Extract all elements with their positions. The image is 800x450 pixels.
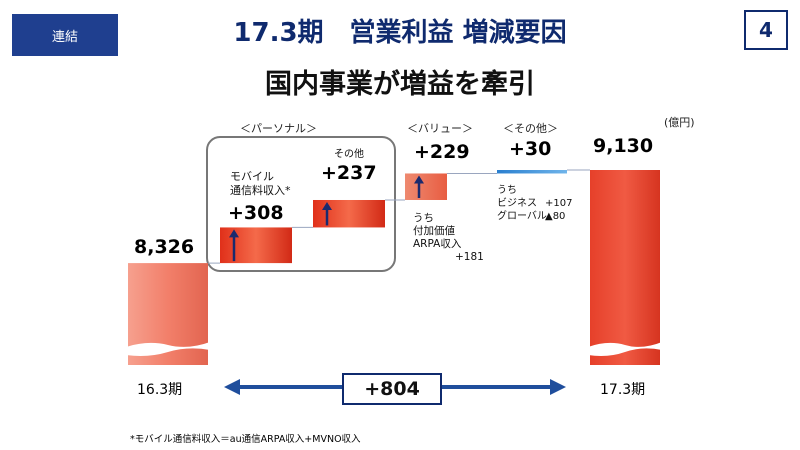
end-value-label: 9,130 <box>593 135 654 157</box>
end-bar-axis-break <box>588 342 662 356</box>
group-label-value: ＜バリュー＞ <box>407 122 473 135</box>
page-title: 17.3期 営業利益 増減要因 <box>233 18 567 48</box>
group-label-other: ＜その他＞ <box>503 122 558 135</box>
total-change-arrow-right-head <box>550 379 566 395</box>
start-value-label: 8,326 <box>134 236 195 258</box>
page-subtitle: 国内事業が増益を牽引 <box>265 69 535 100</box>
total-change-arrow-left-head <box>224 379 240 395</box>
total-change-label: +804 <box>342 373 442 405</box>
consolidated-tag: 連結 <box>12 14 118 56</box>
group-label-personal: ＜パーソナル＞ <box>240 122 317 135</box>
value-breakdown-note: うち 付加価値 ARPA収入 +181 <box>413 212 484 263</box>
start-bar-axis-break <box>126 342 210 356</box>
end-bar <box>590 170 660 365</box>
increase-arrow-head-3 <box>414 175 424 184</box>
other-breakdown-global-value: ▲80 <box>545 211 566 222</box>
start-category-label: 16.3期 <box>137 382 183 398</box>
other-delta-label: +30 <box>509 138 552 160</box>
increase-arrow-head-2 <box>322 201 332 210</box>
mobile-bar <box>220 227 292 264</box>
other-personal-category-label: その他 <box>334 149 364 160</box>
footnote: *モバイル通信料収入＝au通信ARPA収入+MVNO収入 <box>130 434 361 445</box>
unit-label: (億円) <box>664 116 695 129</box>
end-category-label: 17.3期 <box>600 382 646 398</box>
other-breakdown-business-value: +107 <box>545 198 573 209</box>
other-bar <box>497 170 567 174</box>
mobile-delta-label: +308 <box>228 202 284 224</box>
value-bar <box>405 173 447 200</box>
other-breakdown-global-name: グローバル <box>497 211 547 222</box>
increase-arrow-head-1 <box>229 229 239 238</box>
value-delta-label: +229 <box>414 141 470 163</box>
mobile-category-label: モバイル 通信料収入* <box>230 170 291 197</box>
other-breakdown-head: うち <box>497 185 517 196</box>
other-personal-delta-label: +237 <box>321 162 377 184</box>
other-personal-bar <box>313 199 385 228</box>
personal-group-box <box>206 136 396 272</box>
page-number: 4 <box>744 10 788 50</box>
other-breakdown-business-name: ビジネス <box>497 198 537 209</box>
